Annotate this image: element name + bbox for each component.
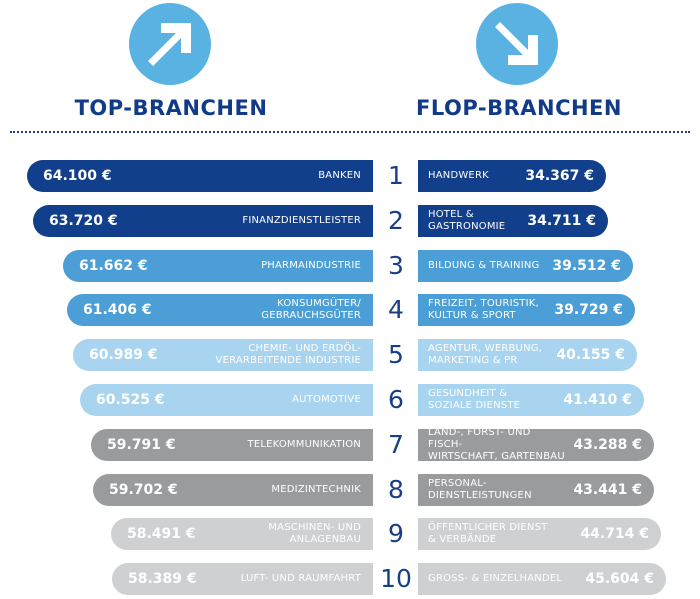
flop-branchen-heading: FLOP-BRANCHEN <box>416 96 622 120</box>
top-bar: 64.100 € BANKEN <box>27 160 373 192</box>
rank-number: 10 <box>380 564 412 593</box>
flop-bar-value: 41.410 € <box>563 392 632 408</box>
flop-bar-label: BILDUNG & TRAINING <box>428 260 540 271</box>
flop-bar-label: PERSONAL- DIENSTLEISTUNGEN <box>428 478 532 501</box>
flop-bar-value: 34.367 € <box>525 168 594 184</box>
top-bar-value: 60.989 € <box>89 347 158 363</box>
top-bar-label: MASCHINEN- UND ANLAGENBAU <box>268 522 361 545</box>
flop-bar-value: 43.288 € <box>573 437 642 453</box>
top-bar-value: 59.702 € <box>109 482 178 498</box>
rank-number: 4 <box>388 295 404 324</box>
top-bar: 60.989 € CHEMIE- UND ERDÖL- VERARBEITENDE … <box>73 339 373 371</box>
top-bar: 61.662 € PHARMAINDUSTRIE <box>63 250 373 282</box>
flop-bar-value: 44.714 € <box>580 526 649 542</box>
flop-bar-value: 39.729 € <box>554 302 623 318</box>
flop-bar-label: HANDWERK <box>428 170 489 181</box>
rank-number: 3 <box>388 251 404 280</box>
top-bar-label: LUFT- UND RAUMFAHRT <box>240 573 361 584</box>
top-bar: 59.702 € MEDIZINTECHNIK <box>93 474 373 506</box>
top-bar-value: 59.791 € <box>107 437 176 453</box>
top-bar-label: AUTOMOTIVE <box>292 394 361 405</box>
flop-bar-value: 34.711 € <box>527 213 596 229</box>
top-bar-label: BANKEN <box>318 170 361 181</box>
flop-bar-label: ÖFFENTLICHER DIENST & VERBÄNDE <box>428 522 548 545</box>
flop-bar-value: 43.441 € <box>573 482 642 498</box>
flop-bar-label: FREIZEIT, TOURISTIK, KULTUR & SPORT <box>428 298 539 321</box>
flop-bar-value: 45.604 € <box>585 571 654 587</box>
flop-bar-label: HOTEL & GASTRONOMIE <box>428 209 506 232</box>
flop-bar-label: LAND-, FORST- UND FISCH- WIRTSCHAFT, GART… <box>428 427 565 462</box>
rank-number: 5 <box>388 340 404 369</box>
top-bar: 60.525 € AUTOMOTIVE <box>80 384 373 416</box>
flop-bar: GESUNDHEIT & SOZIALE DIENSTE 41.410 € <box>418 384 644 416</box>
top-bar-value: 64.100 € <box>43 168 112 184</box>
rank-number: 7 <box>388 430 404 459</box>
top-bar-label: MEDIZINTECHNIK <box>271 484 361 495</box>
top-bar: 58.491 € MASCHINEN- UND ANLAGENBAU <box>111 518 373 550</box>
flop-bar: GROSS- & EINZELHANDEL 45.604 € <box>418 563 666 595</box>
flop-bar: ÖFFENTLICHER DIENST & VERBÄNDE 44.714 € <box>418 518 661 550</box>
flop-bar: FREIZEIT, TOURISTIK, KULTUR & SPORT 39.729… <box>418 294 635 326</box>
flop-bar: AGENTUR, WERBUNG, MARKETING & PR 40.155 € <box>418 339 637 371</box>
arrow-down-right-icon <box>475 2 559 86</box>
top-bar-label: FINANZDIENSTLEISTER <box>242 215 361 226</box>
top-bar-value: 58.491 € <box>127 526 196 542</box>
flop-bar: PERSONAL- DIENSTLEISTUNGEN 43.441 € <box>418 474 654 506</box>
top-bar-label: TELEKOMMUNIKATION <box>247 439 361 450</box>
rank-number: 2 <box>388 206 404 235</box>
rank-number: 1 <box>388 161 404 190</box>
flop-bar: BILDUNG & TRAINING 39.512 € <box>418 250 633 282</box>
arrow-up-right-icon <box>128 2 212 86</box>
flop-bar: LAND-, FORST- UND FISCH- WIRTSCHAFT, GART… <box>418 427 654 462</box>
top-branchen-heading: TOP-BRANCHEN <box>74 96 268 120</box>
top-bar-value: 58.389 € <box>128 571 197 587</box>
flop-bar-value: 39.512 € <box>552 258 621 274</box>
top-bar-label: PHARMAINDUSTRIE <box>261 260 361 271</box>
top-bar-value: 61.406 € <box>83 302 152 318</box>
flop-bar-value: 40.155 € <box>556 347 625 363</box>
top-bar-label: CHEMIE- UND ERDÖL- VERARBEITENDE INDUSTRI… <box>215 343 361 366</box>
top-bar: 61.406 € KONSUMGÜTER/GEBRAUCHSGÜTER <box>67 294 373 326</box>
top-bar: 58.389 € LUFT- UND RAUMFAHRT <box>112 563 373 595</box>
rank-number: 8 <box>388 475 404 504</box>
flop-bar-label: AGENTUR, WERBUNG, MARKETING & PR <box>428 343 543 366</box>
top-bar-value: 63.720 € <box>49 213 118 229</box>
rank-number: 6 <box>388 385 404 414</box>
rank-number: 9 <box>388 519 404 548</box>
flop-bar: HANDWERK 34.367 € <box>418 160 606 192</box>
flop-bar: HOTEL & GASTRONOMIE 34.711 € <box>418 205 608 237</box>
flop-bar-label: GROSS- & EINZELHANDEL <box>428 573 563 584</box>
top-bar-label: KONSUMGÜTER/GEBRAUCHSGÜTER <box>261 298 361 321</box>
flop-bar-label: GESUNDHEIT & SOZIALE DIENSTE <box>428 388 521 411</box>
top-bar: 63.720 € FINANZDIENSTLEISTER <box>33 205 373 237</box>
top-bar-value: 61.662 € <box>79 258 148 274</box>
dotted-divider <box>10 131 690 133</box>
top-bar-value: 60.525 € <box>96 392 165 408</box>
top-bar: 59.791 € TELEKOMMUNIKATION <box>91 429 373 461</box>
